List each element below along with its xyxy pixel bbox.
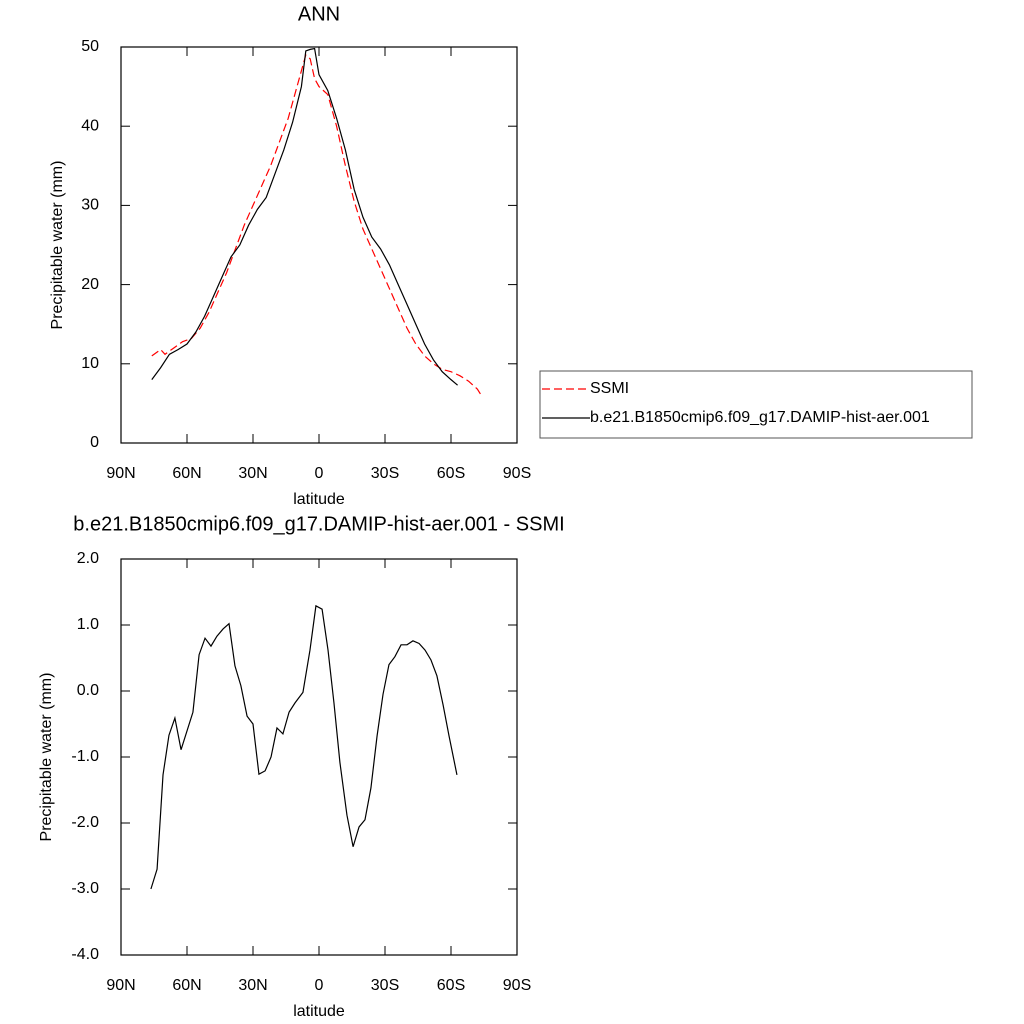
plot-frame <box>120 558 518 956</box>
x-tick-label: 90S <box>503 465 531 482</box>
y-tick-label: 50 <box>81 38 99 55</box>
y-tick-label: 1.0 <box>77 616 99 633</box>
x-tick-label: 30S <box>371 977 399 994</box>
y-tick-label: 10 <box>81 355 99 372</box>
x-axis-label: latitude <box>293 1003 345 1020</box>
x-tick-label: 60N <box>172 977 201 994</box>
data-line <box>150 604 458 890</box>
y-tick-label: 20 <box>81 276 99 293</box>
legend-label: b.e21.B1850cmip6.f09_g17.DAMIP-hist-aer.… <box>590 409 930 426</box>
x-tick-label: 90N <box>106 465 135 482</box>
y-tick-label: 0.0 <box>77 682 99 699</box>
y-tick-label: -2.0 <box>71 814 99 831</box>
x-tick-label: 0 <box>315 977 324 994</box>
plot-frame <box>120 46 518 444</box>
y-tick-label: 0 <box>90 434 99 451</box>
x-tick-label: 90S <box>503 977 531 994</box>
chart-title: ANN <box>298 3 340 25</box>
x-tick-label: 60N <box>172 465 201 482</box>
y-tick-label: -3.0 <box>71 880 99 897</box>
x-tick-label: 0 <box>315 465 324 482</box>
x-tick-label: 30S <box>371 465 399 482</box>
y-tick-label: 30 <box>81 197 99 214</box>
x-axis-label: latitude <box>293 491 345 508</box>
y-axis-label: Precipitable water (mm) <box>49 161 66 330</box>
x-tick-label: 60S <box>437 977 465 994</box>
legend-box <box>539 370 973 439</box>
data-line <box>151 53 483 397</box>
chart-title: b.e21.B1850cmip6.f09_g17.DAMIP-hist-aer.… <box>73 513 564 535</box>
y-tick-label: 40 <box>81 117 99 134</box>
y-tick-label: -4.0 <box>71 946 99 963</box>
y-axis-label: Precipitable water (mm) <box>38 673 55 842</box>
legend-label: SSMI <box>590 380 629 397</box>
x-tick-label: 90N <box>106 977 135 994</box>
data-line <box>151 47 458 386</box>
y-tick-label: -1.0 <box>71 748 99 765</box>
x-tick-label: 60S <box>437 465 465 482</box>
x-tick-label: 30N <box>238 465 267 482</box>
x-tick-label: 30N <box>238 977 267 994</box>
y-tick-label: 2.0 <box>77 550 99 567</box>
